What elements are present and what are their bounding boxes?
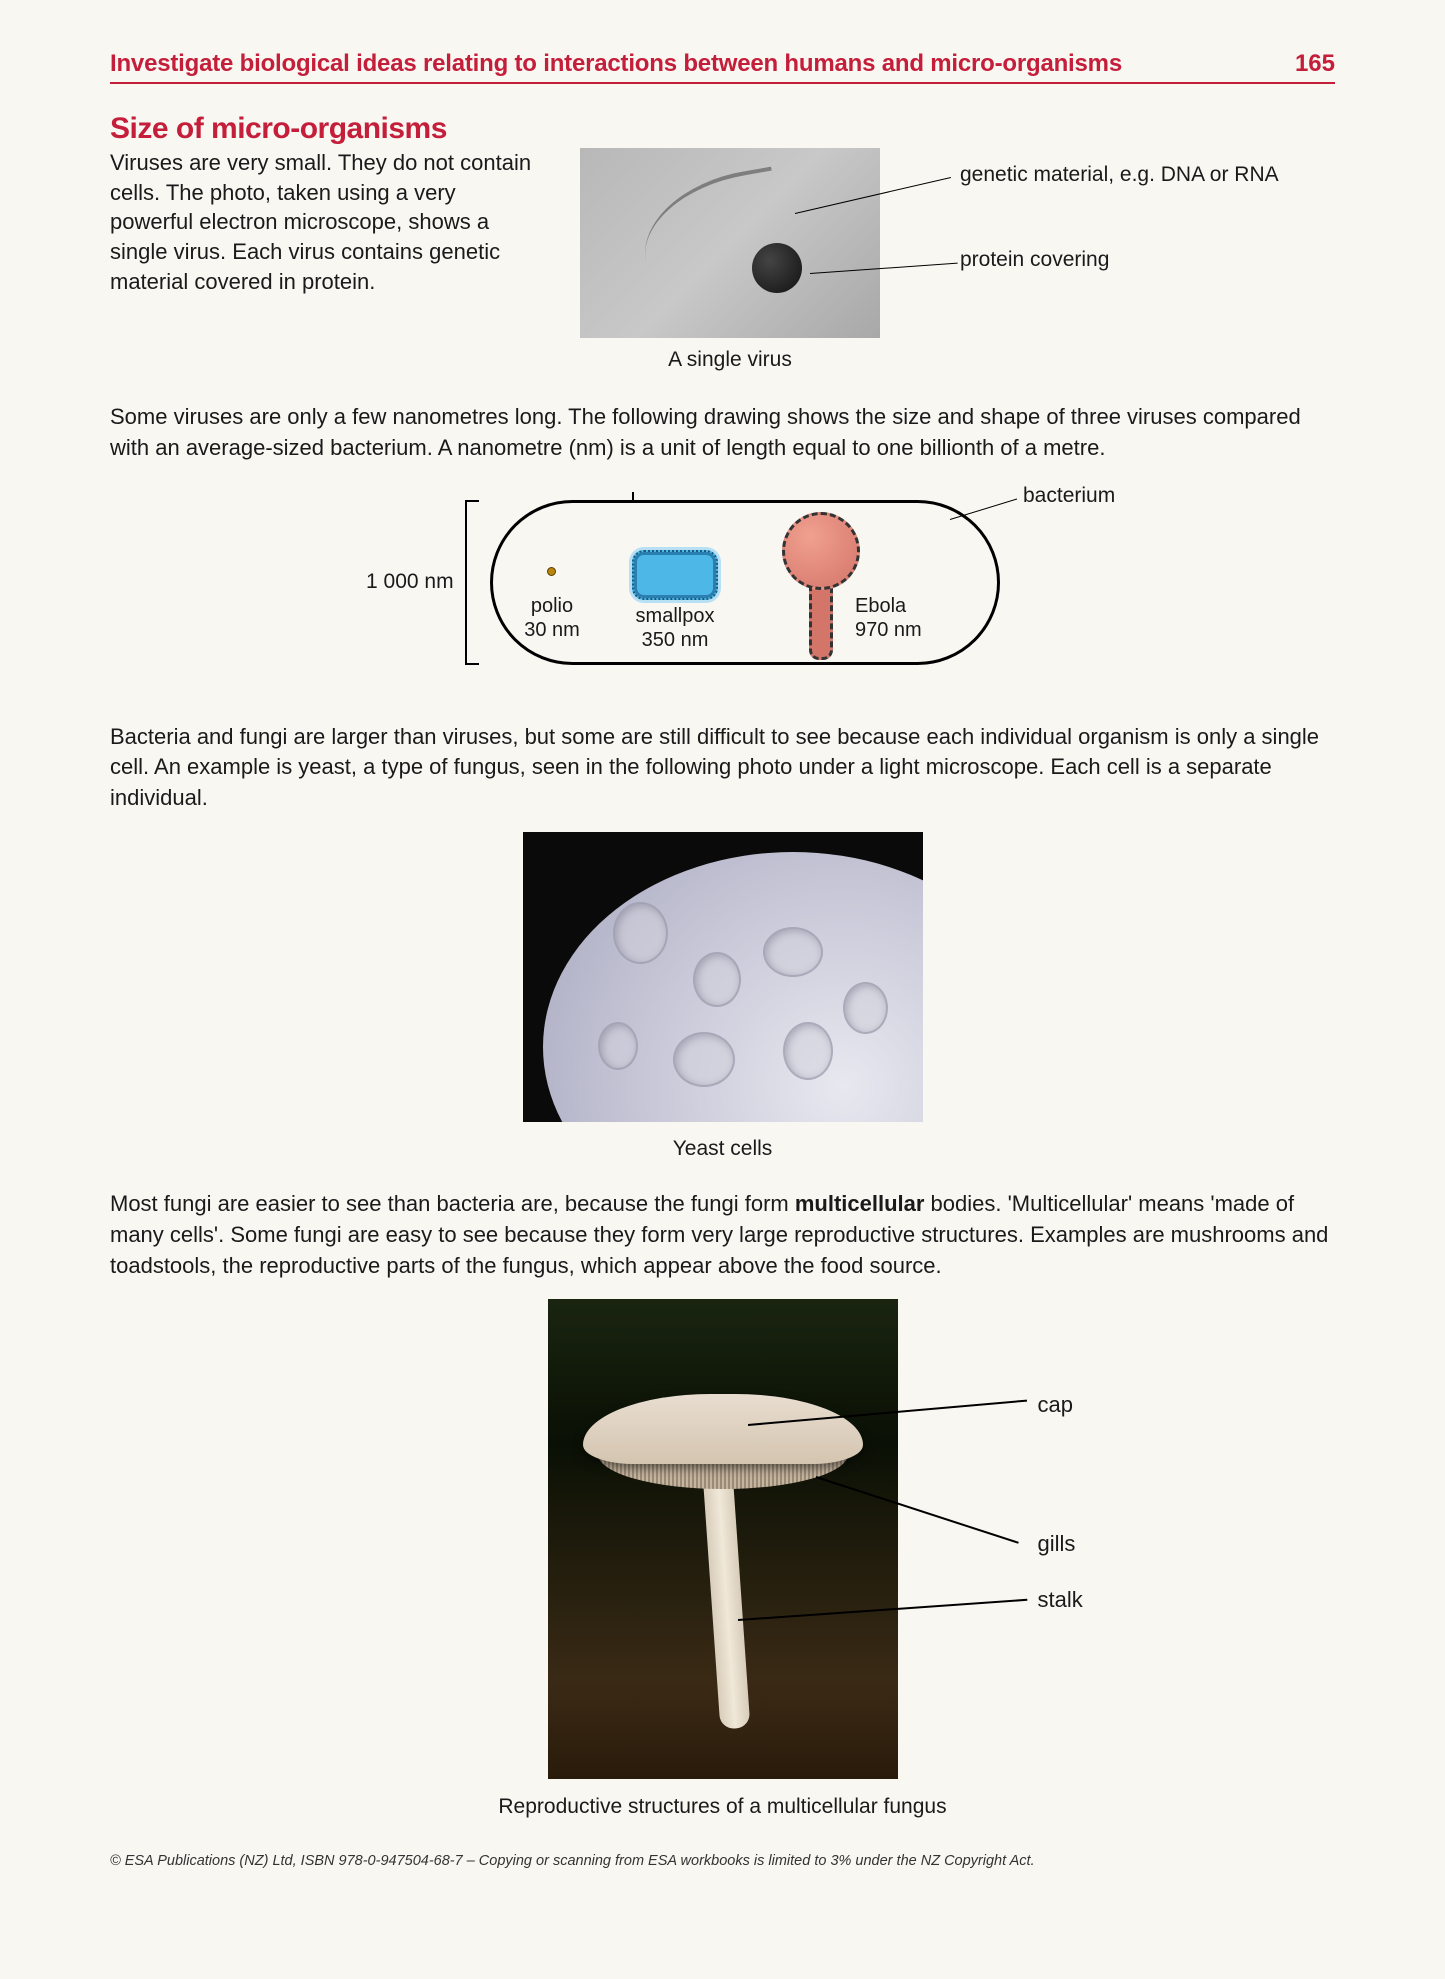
size-comparison-diagram: 1 000 nm polio 30 nm smallpox 350 nm Ebo… <box>110 482 1335 692</box>
label-genetic-material: genetic material, e.g. DNA or RNA <box>960 163 1279 187</box>
section-heading: Size of micro-organisms <box>110 112 1335 146</box>
polio-name: polio <box>531 595 573 617</box>
page-header: Investigate biological ideas relating to… <box>110 50 1335 84</box>
mushroom-cap-shape <box>583 1394 863 1464</box>
gills-label: gills <box>1038 1531 1076 1557</box>
paragraph-2: Some viruses are only a few nanometres l… <box>110 402 1335 464</box>
ebola-size: 970 nm <box>855 619 922 641</box>
scale-label: 1 000 nm <box>366 570 454 594</box>
mushroom-stalk-shape <box>703 1478 750 1729</box>
virus-body-shape <box>752 243 802 293</box>
paragraph-4: Most fungi are easier to see than bacter… <box>110 1189 1335 1281</box>
yeast-figure: Yeast cells <box>110 832 1335 1161</box>
mushroom-labels: cap gills stalk <box>898 1299 1168 1779</box>
polio-virus-shape <box>547 567 556 576</box>
smallpox-label: smallpox 350 nm <box>626 604 724 652</box>
ebola-label: Ebola 970 nm <box>855 594 935 642</box>
para4-bold: multicellular <box>795 1191 925 1216</box>
yeast-cell <box>843 982 888 1034</box>
label-protein-covering: protein covering <box>960 248 1109 272</box>
mushroom-photo <box>548 1299 898 1779</box>
paragraph-3: Bacteria and fungi are larger than virus… <box>110 722 1335 814</box>
bacterium-label: bacterium <box>1023 484 1115 508</box>
smallpox-size: 350 nm <box>642 629 709 651</box>
yeast-cell <box>783 1022 833 1080</box>
mushroom-figure: cap gills stalk <box>110 1299 1335 1779</box>
virus-micrograph <box>580 148 880 338</box>
ebola-name: Ebola <box>855 595 906 617</box>
virus-caption: A single virus <box>580 348 880 372</box>
ebola-head-shape <box>782 512 860 590</box>
polio-label: polio 30 nm <box>517 594 587 642</box>
bacterium-tick <box>632 492 634 502</box>
copyright-footer: © ESA Publications (NZ) Ltd, ISBN 978-0-… <box>110 1853 1335 1869</box>
virus-figure: genetic material, e.g. DNA or RNA protei… <box>580 148 1335 372</box>
ebola-stem-shape <box>809 582 833 660</box>
smallpox-virus-shape <box>632 550 718 600</box>
cap-label: cap <box>1038 1392 1073 1418</box>
yeast-cell <box>763 927 823 977</box>
yeast-caption: Yeast cells <box>110 1137 1335 1161</box>
yeast-cell <box>693 952 741 1007</box>
paragraph-1: Viruses are very small. They do not cont… <box>110 148 540 296</box>
page-number: 165 <box>1295 50 1335 78</box>
yeast-micrograph <box>523 832 923 1122</box>
chapter-title: Investigate biological ideas relating to… <box>110 50 1122 78</box>
polio-size: 30 nm <box>524 619 580 641</box>
mushroom-canvas: cap gills stalk <box>548 1299 898 1779</box>
stalk-label: stalk <box>1038 1587 1083 1613</box>
smallpox-name: smallpox <box>636 605 715 627</box>
para4-pre: Most fungi are easier to see than bacter… <box>110 1191 795 1216</box>
yeast-cell <box>613 902 668 964</box>
yeast-cell <box>673 1032 735 1087</box>
yeast-cell <box>598 1022 638 1070</box>
bacterium-label-line <box>950 498 1017 519</box>
intro-row: Viruses are very small. They do not cont… <box>110 148 1335 372</box>
mushroom-caption: Reproductive structures of a multicellul… <box>110 1795 1335 1819</box>
scale-bracket <box>465 500 479 665</box>
